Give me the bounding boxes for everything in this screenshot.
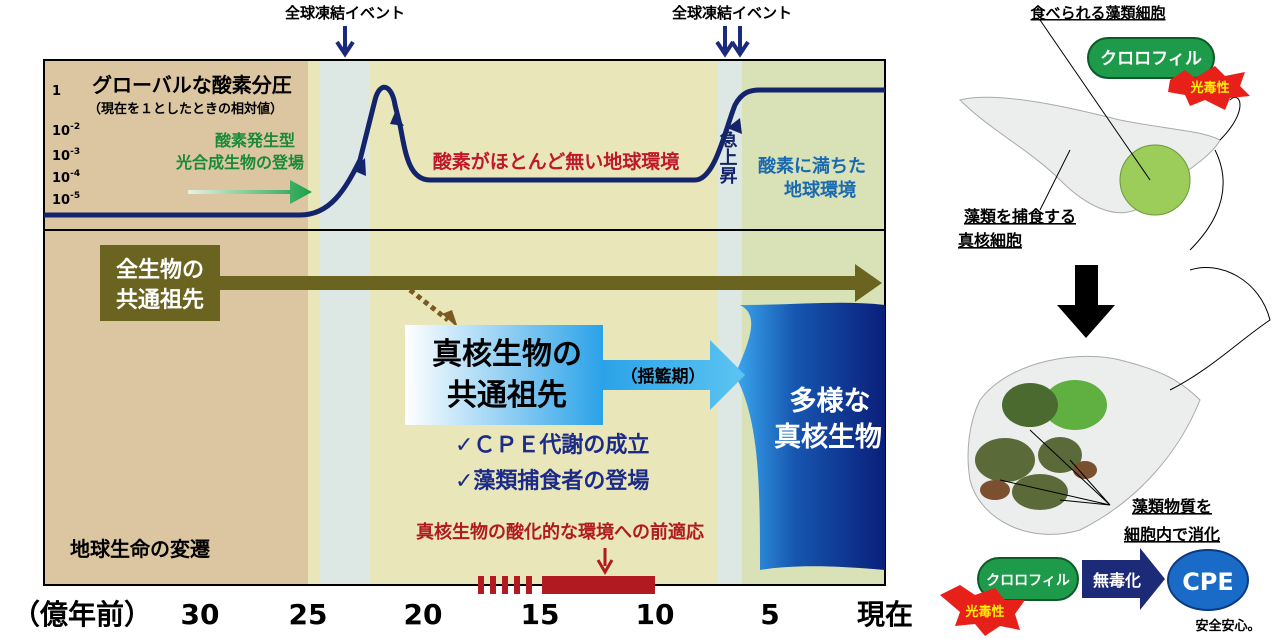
shape <box>1038 437 1082 473</box>
shape <box>1168 66 1250 110</box>
label: 共通祖先 <box>447 378 567 413</box>
label: 共通祖先 <box>116 288 204 313</box>
shape <box>188 180 312 204</box>
label: ✓藻類捕食者の登場 <box>455 469 649 494</box>
label: 地球環境 <box>784 179 856 201</box>
label: クロロフィル <box>986 573 1070 589</box>
label: （億年前） <box>12 598 152 631</box>
shape <box>940 585 1025 636</box>
shape <box>408 288 450 322</box>
label: クロロフィル <box>1100 49 1202 69</box>
label: 細胞内で消化 <box>1124 525 1220 544</box>
label: 藻類物質を <box>1132 497 1212 516</box>
label: （揺籃期） <box>621 366 706 387</box>
label: 全生物の <box>116 257 204 283</box>
label: 真核生物の <box>432 337 582 372</box>
label: 10 <box>636 598 675 631</box>
shape <box>977 557 1079 601</box>
label: 25 <box>289 598 328 631</box>
label: 酸素がほとんど無い地球環境 <box>433 150 679 173</box>
shape <box>442 310 458 328</box>
shape <box>596 548 614 575</box>
shape <box>542 576 655 594</box>
shape <box>1169 266 1271 391</box>
label: 10 <box>52 171 70 186</box>
shape <box>100 264 882 302</box>
shape <box>999 429 1111 506</box>
shape <box>1043 380 1107 430</box>
label: 10-4 <box>52 169 80 186</box>
label: （現在を１としたときの相対値） <box>88 101 283 117</box>
shape <box>405 325 603 425</box>
shape <box>1167 549 1249 611</box>
shape <box>1057 265 1115 338</box>
shape <box>1119 144 1191 216</box>
label: 全球凍結イベント <box>672 4 792 22</box>
shape <box>478 576 532 594</box>
label: 現在 <box>857 598 913 631</box>
label: -2 <box>70 122 80 132</box>
label: 急上昇 <box>717 129 738 185</box>
shape <box>1012 474 1068 510</box>
tick-base: 1 <box>52 84 61 99</box>
shape <box>320 60 370 585</box>
label: 真核生物の酸化的な環境への前適応 <box>416 521 704 543</box>
label: 20 <box>404 598 443 631</box>
label: 安全安心。 <box>1195 618 1260 634</box>
label: 10 <box>52 124 70 139</box>
label: CPE <box>1182 568 1234 596</box>
shape <box>100 245 220 321</box>
shape <box>1082 548 1165 610</box>
shape <box>980 480 1010 500</box>
label: 光合成生物の登場 <box>175 153 304 172</box>
label: 無毒化 <box>1093 571 1141 590</box>
shape <box>1039 19 1151 181</box>
label: 10-2 <box>52 122 80 139</box>
label: 食べられる藻類細胞 <box>1030 4 1165 22</box>
label: 地球生命の変遷 <box>70 537 211 561</box>
label: 10-3 <box>52 147 80 164</box>
label: 全球凍結イベント <box>285 4 405 22</box>
label: 5 <box>760 598 779 631</box>
label: 酸素発生型 <box>215 131 295 150</box>
label: 真核細胞 <box>958 231 1022 250</box>
shape <box>975 438 1035 482</box>
label: 多様な <box>790 386 871 417</box>
label: -4 <box>70 169 80 179</box>
shape <box>715 26 750 58</box>
label: -3 <box>70 147 80 157</box>
shape <box>1039 149 1071 211</box>
label: 10-5 <box>52 191 80 208</box>
label: 30 <box>181 598 220 631</box>
label: 15 <box>521 598 560 631</box>
shape <box>1073 461 1097 479</box>
shape <box>44 85 885 218</box>
shape <box>1189 97 1241 251</box>
shape <box>735 302 885 570</box>
label: 1 <box>52 84 61 99</box>
shape <box>1087 37 1215 79</box>
label: 10 <box>52 193 70 208</box>
label: 光毒性 <box>964 604 1004 620</box>
shape <box>1002 383 1058 427</box>
shape <box>335 26 355 58</box>
label: 酸素に満ちた <box>758 155 866 177</box>
label: -5 <box>70 191 80 201</box>
label: ✓ＣＰＥ代謝の成立 <box>455 432 649 458</box>
label: 光毒性 <box>1189 80 1229 96</box>
label: 真核生物 <box>774 422 882 453</box>
label: 藻類を捕食する <box>964 207 1076 226</box>
label: グローバルな酸素分圧 <box>92 73 292 97</box>
shape <box>600 340 745 410</box>
label: 10 <box>52 149 70 164</box>
shape <box>44 60 308 585</box>
